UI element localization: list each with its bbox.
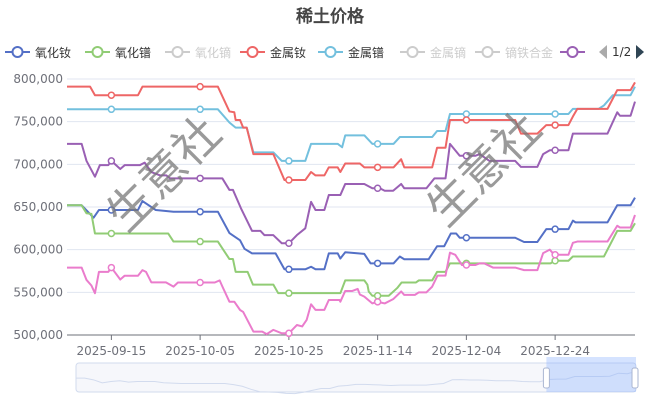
data-point[interactable] (462, 261, 471, 269)
series-path (67, 81, 636, 182)
x-tick-label: 2025-12-24 (520, 344, 590, 358)
data-point[interactable] (285, 329, 293, 338)
series-path (67, 197, 636, 271)
data-point[interactable] (373, 163, 382, 172)
data-point[interactable] (107, 105, 116, 114)
data-point[interactable] (551, 257, 559, 265)
data-point[interactable] (196, 82, 204, 91)
legend-item[interactable]: 氧化镨 (85, 42, 151, 62)
data-zoom-handle[interactable] (631, 367, 639, 389)
data-point[interactable] (196, 174, 204, 183)
data-zoom-handle[interactable] (542, 367, 550, 389)
x-tick-label: 2025-10-25 (254, 344, 324, 358)
data-point[interactable] (107, 229, 116, 238)
series-path (67, 214, 636, 336)
data-point[interactable] (196, 237, 204, 246)
legend-item[interactable]: 金属钕 (240, 42, 306, 62)
series-line (67, 81, 636, 184)
y-tick-label: 700,000 (13, 157, 63, 171)
y-tick-label: 500,000 (13, 328, 63, 342)
x-tick-label: 2025-09-15 (77, 344, 147, 358)
y-tick-label: 550,000 (13, 285, 63, 299)
legend-label: 金属钕 (270, 45, 307, 60)
data-point[interactable] (551, 110, 559, 118)
legend-label: 氧化钕 (35, 45, 72, 60)
data-point[interactable] (107, 91, 116, 99)
data-point[interactable] (551, 225, 559, 233)
legend-next-icon[interactable] (635, 45, 645, 59)
data-point[interactable] (107, 206, 116, 214)
legend-line-circle-icon (475, 46, 500, 58)
legend-item[interactable]: 镝铁合金 (475, 42, 553, 62)
legend-line-circle-icon (318, 46, 343, 58)
legend-label: 氧化镝 (195, 45, 232, 60)
data-point[interactable] (285, 157, 293, 165)
data-point[interactable] (462, 152, 471, 160)
legend-line-circle-icon (400, 46, 425, 58)
y-tick-label: 650,000 (13, 200, 63, 214)
series-line (67, 101, 636, 248)
data-point[interactable] (462, 116, 471, 124)
data-point[interactable] (551, 121, 559, 129)
legend-label: 氧化镨 (115, 45, 152, 60)
data-point[interactable] (551, 146, 559, 155)
x-tick-label: 2025-12-04 (432, 344, 502, 358)
data-point[interactable] (462, 233, 471, 242)
legend-pager: 1/2 (598, 42, 645, 62)
data-point[interactable] (285, 239, 293, 248)
data-point[interactable] (373, 259, 382, 268)
legend-label: 镝铁合金 (505, 45, 554, 60)
data-point[interactable] (551, 251, 559, 259)
legend-item[interactable]: 氧化镝 (165, 42, 231, 62)
legend-page: 1/2 (612, 45, 632, 59)
legend-line-circle-icon (85, 46, 110, 58)
data-point[interactable] (285, 265, 293, 274)
x-tick-label: 2025-10-05 (165, 344, 235, 358)
legend-label: 金属镨 (348, 45, 385, 60)
data-point[interactable] (107, 263, 116, 272)
data-point[interactable] (285, 289, 293, 297)
legend-line-circle-icon (560, 46, 585, 58)
legend-prev-icon[interactable] (598, 45, 608, 59)
data-zoom-selection[interactable] (546, 357, 636, 392)
legend-item[interactable] (560, 42, 590, 62)
legend-item[interactable]: 金属镝 (400, 42, 466, 62)
legend: 氧化钕 氧化镨 氧化镝 金属钕 金属镨 金属镝 镝铁合金 (0, 42, 600, 62)
data-point[interactable] (107, 157, 116, 165)
y-tick-label: 600,000 (13, 243, 63, 257)
legend-line-circle-icon (165, 46, 190, 58)
legend-item[interactable]: 金属镨 (318, 42, 384, 62)
data-point[interactable] (373, 291, 382, 300)
data-point[interactable] (285, 176, 293, 184)
data-point[interactable] (373, 140, 382, 148)
data-zoom-preview (76, 371, 637, 395)
legend-line-circle-icon (240, 46, 265, 58)
y-tick-label: 750,000 (13, 115, 63, 129)
series-line (67, 204, 636, 300)
legend-item[interactable]: 氧化钕 (5, 42, 71, 62)
data-point[interactable] (373, 184, 382, 192)
chart-title: 稀土价格 (296, 7, 364, 27)
data-point[interactable] (196, 105, 204, 114)
series-path (67, 101, 636, 245)
series-line (67, 197, 636, 274)
data-point[interactable] (196, 278, 204, 287)
y-tick-label: 800,000 (13, 72, 63, 86)
data-point[interactable] (196, 207, 204, 216)
data-point[interactable] (373, 298, 382, 306)
x-tick-label: 2025-11-14 (343, 344, 413, 358)
watermark: 生意社 (96, 106, 232, 242)
data-point[interactable] (462, 110, 471, 118)
legend-line-circle-icon (5, 46, 30, 58)
series-line (67, 214, 636, 338)
legend-label: 金属镝 (430, 45, 467, 60)
